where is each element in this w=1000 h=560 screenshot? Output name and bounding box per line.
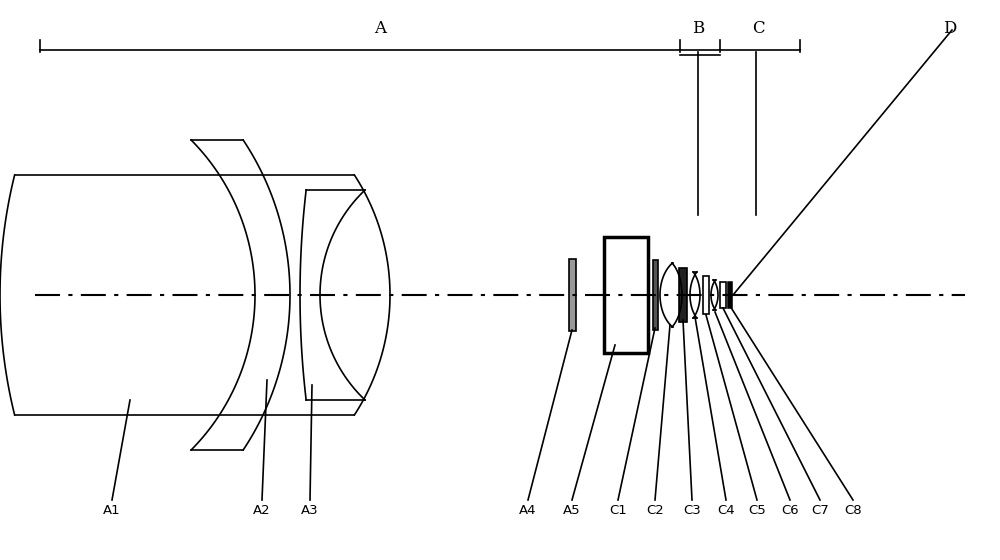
- Bar: [604, 237, 648, 353]
- Text: C8: C8: [844, 503, 862, 516]
- Text: C5: C5: [748, 503, 766, 516]
- Bar: [653, 260, 658, 330]
- Text: C4: C4: [717, 503, 735, 516]
- Text: A1: A1: [103, 503, 121, 516]
- Bar: [569, 259, 576, 331]
- Text: D: D: [943, 20, 957, 36]
- Text: C2: C2: [646, 503, 664, 516]
- Text: A: A: [374, 20, 386, 36]
- Text: C: C: [752, 20, 764, 36]
- Text: C7: C7: [811, 503, 829, 516]
- Text: A2: A2: [253, 503, 271, 516]
- Text: C1: C1: [609, 503, 627, 516]
- Bar: [703, 276, 709, 314]
- Text: C3: C3: [683, 503, 701, 516]
- Text: A5: A5: [563, 503, 581, 516]
- Text: A3: A3: [301, 503, 319, 516]
- Bar: [720, 282, 726, 308]
- Text: C6: C6: [781, 503, 799, 516]
- Text: A4: A4: [519, 503, 537, 516]
- Text: B: B: [692, 20, 704, 36]
- Bar: [679, 268, 687, 322]
